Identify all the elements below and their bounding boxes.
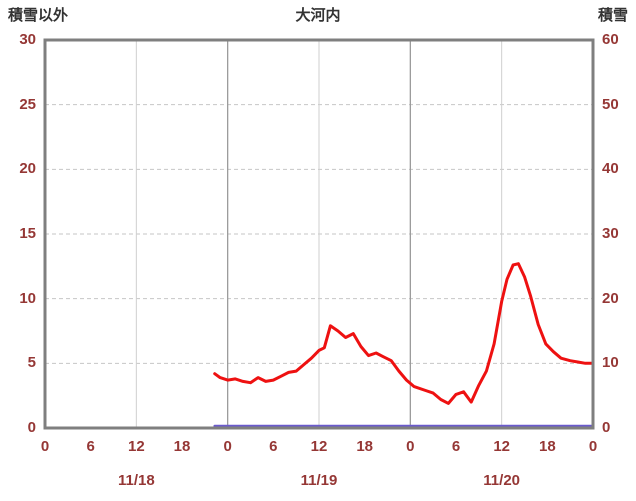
hour-tick: 6 bbox=[451, 438, 461, 455]
right-axis-tick: 50 bbox=[602, 95, 619, 113]
hour-tick: 0 bbox=[406, 438, 415, 455]
hour-tick: 12 bbox=[310, 438, 328, 455]
right-axis-tick: 30 bbox=[602, 225, 619, 242]
left-axis-title: 積雪以外 bbox=[8, 7, 69, 24]
hour-tick: 12 bbox=[127, 438, 145, 455]
left-axis-tick: 25 bbox=[19, 95, 36, 113]
right-axis-title: 積雪 bbox=[597, 7, 628, 24]
hour-tick: 0 bbox=[588, 438, 598, 455]
sekisetsu-igai-line bbox=[213, 262, 595, 405]
left-axis-tick: 10 bbox=[19, 289, 36, 307]
right-axis-tick: 40 bbox=[602, 160, 619, 178]
hour-tick: 18 bbox=[173, 438, 191, 455]
right-axis-tick: 10 bbox=[602, 354, 619, 372]
hour-tick: 18 bbox=[538, 438, 556, 455]
right-axis-tick: 0 bbox=[602, 419, 611, 436]
hour-tick: 18 bbox=[356, 438, 373, 455]
left-axis-tick: 15 bbox=[19, 225, 36, 242]
right-axis-tick: 60 bbox=[602, 31, 619, 48]
left-axis-tick: 0 bbox=[27, 419, 36, 436]
right-axis-tick: 20 bbox=[602, 289, 619, 307]
hour-tick: 12 bbox=[493, 438, 510, 455]
hour-tick: 0 bbox=[40, 438, 50, 455]
hour-tick: 0 bbox=[223, 438, 232, 455]
hour-tick: 6 bbox=[86, 438, 95, 455]
hour-tick: 6 bbox=[269, 438, 278, 455]
day-label: 11/18 bbox=[117, 472, 155, 489]
left-axis-tick: 30 bbox=[19, 31, 36, 48]
left-axis-tick: 20 bbox=[19, 160, 36, 178]
day-label: 11/19 bbox=[300, 472, 338, 489]
left-axis-tick: 5 bbox=[27, 354, 36, 372]
chart-title: 大河内 bbox=[295, 7, 341, 24]
day-label: 11/20 bbox=[483, 472, 521, 489]
